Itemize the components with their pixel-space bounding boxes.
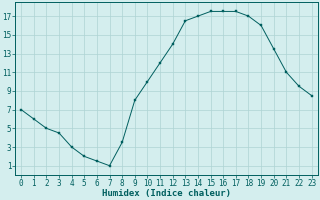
X-axis label: Humidex (Indice chaleur): Humidex (Indice chaleur)	[102, 189, 231, 198]
